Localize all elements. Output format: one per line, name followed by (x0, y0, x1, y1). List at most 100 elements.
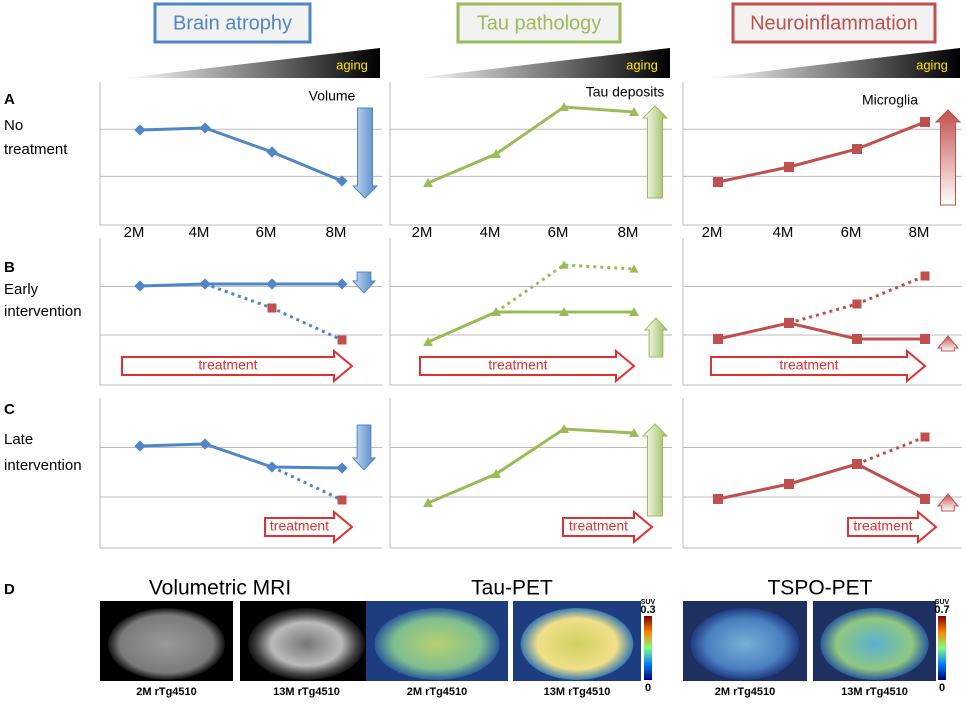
block-arrow (643, 317, 669, 358)
scale-unit: SUV (641, 599, 656, 606)
caption: 2M rTg4510 (715, 686, 776, 698)
point (629, 107, 639, 116)
header-box (731, 2, 937, 44)
aging-label: aging (336, 57, 368, 72)
point (713, 177, 723, 187)
x-label: 8M (618, 224, 639, 241)
row-label: intervention (4, 303, 82, 320)
brain-image (374, 608, 500, 680)
x-label: 2M (412, 224, 433, 241)
scale-min: 0 (939, 682, 945, 694)
row-label: Early (4, 281, 39, 298)
x-label: 2M (702, 224, 723, 241)
trend-line (139, 126, 343, 183)
block-arrow (351, 424, 377, 471)
caption: 2M rTg4510 (407, 686, 468, 698)
annotation: Volume (309, 88, 356, 104)
x-label: 6M (256, 224, 277, 241)
aging-triangle (708, 48, 960, 78)
row-letter: C (4, 401, 15, 418)
scale-max: 0.3 (640, 604, 655, 616)
block-arrow (936, 493, 960, 512)
trend-line (427, 105, 635, 185)
point (199, 122, 211, 134)
color-scale (644, 616, 652, 680)
panel-title: Tau-PET (471, 577, 553, 600)
treatment-arrow (121, 348, 354, 384)
block-arrow (936, 335, 960, 352)
dotted-line (856, 435, 926, 466)
header-box (456, 2, 622, 44)
point (559, 307, 569, 316)
block-arrow (641, 105, 669, 199)
point (423, 337, 433, 346)
trend-line (139, 442, 343, 470)
brain-image (690, 608, 800, 680)
point (920, 494, 930, 504)
trend-line (717, 321, 925, 341)
panel-title: Volumetric MRI (149, 577, 291, 600)
caption: 2M rTg4510 (136, 686, 197, 698)
treatment-label: treatment (488, 357, 547, 373)
x-label: 6M (841, 224, 862, 241)
aging-triangle (415, 48, 670, 78)
layer: Brain atrophy aging Tau pathology aging Neur… (4, 2, 962, 698)
brain-image (107, 608, 226, 680)
row-label: treatment (4, 141, 68, 158)
caption: 13M rTg4510 (273, 686, 340, 698)
point (423, 178, 433, 187)
point (336, 278, 348, 290)
point (852, 334, 862, 344)
block-arrow (934, 109, 962, 206)
point (920, 334, 930, 344)
point (629, 307, 639, 316)
point (784, 162, 794, 172)
header-box (153, 2, 312, 44)
treatment-arrow (847, 509, 938, 545)
point (559, 260, 569, 269)
x-label: 4M (480, 224, 501, 241)
point (920, 117, 930, 127)
x-label: 2M (124, 224, 145, 241)
point (920, 271, 930, 281)
row-letter: D (4, 581, 15, 598)
point (559, 424, 569, 433)
treatment-arrow (419, 348, 636, 384)
point (134, 124, 146, 136)
point (852, 299, 862, 309)
treatment-arrow (710, 348, 927, 384)
point (852, 144, 862, 154)
aging-label: aging (916, 57, 948, 72)
point (134, 280, 146, 292)
aging-triangle (125, 48, 380, 78)
point (713, 334, 723, 344)
treatment-label: treatment (779, 357, 838, 373)
row-label: Late (4, 431, 33, 448)
point (491, 149, 501, 158)
treatment-arrow (562, 509, 654, 545)
row-letter: A (4, 91, 15, 108)
brain-image (520, 608, 634, 680)
x-label: 4M (773, 224, 794, 241)
point (713, 494, 723, 504)
treatment-label: treatment (270, 518, 329, 534)
caption: 13M rTg4510 (544, 686, 611, 698)
point (920, 432, 930, 442)
row-letter: B (4, 259, 15, 276)
block-arrow (641, 423, 669, 517)
trend-line (139, 282, 342, 288)
x-label: 6M (548, 224, 569, 241)
row-label: intervention (4, 457, 82, 474)
point (337, 335, 347, 345)
trend-line (427, 427, 635, 505)
point (336, 175, 348, 187)
brain-image (247, 608, 366, 680)
row-label: No (4, 117, 23, 134)
header: Neuroinflammation (750, 12, 918, 34)
treatment-arrow (264, 509, 354, 545)
caption: 13M rTg4510 (841, 686, 908, 698)
point (629, 428, 639, 437)
point (423, 498, 433, 507)
annotation: Microglia (862, 92, 918, 108)
